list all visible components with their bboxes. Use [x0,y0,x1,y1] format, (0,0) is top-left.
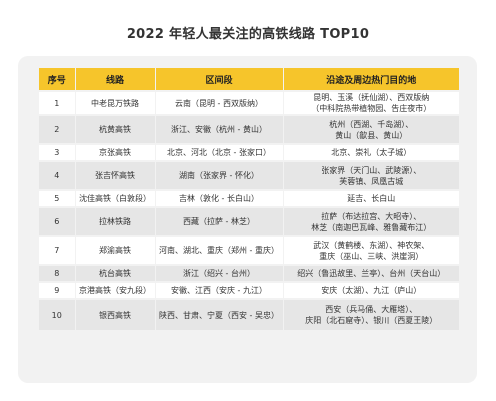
table-row: 8 杭台高铁 浙江（绍兴 - 台州） 绍兴（鲁迅故里、兰亭）、台州（天台山） [39,264,459,282]
table-row: 2 杭黄高铁 浙江、安徽（杭州 - 黄山） 杭州（西湖、千岛湖）、 黄山（歙县、黄山） [39,114,459,144]
destination-line: 武汉（黄鹤楼、东湖）、神农架、 [313,240,430,250]
section-cell: 云南（昆明 - 西双版纳） [155,90,284,115]
section-cell: 西藏（拉萨 - 林芝） [155,206,284,236]
destination-line: 重庆（巫山、三峡、洪崖洞） [319,251,424,261]
line-cell: 张吉怀高铁 [75,160,156,190]
header-line: 线路 [75,68,156,91]
destination-line: 绍兴（鲁迅故里、兰亭）、台州（天台山） [297,269,446,278]
destination-line: （中科院热带植物园、告庄夜市） [311,104,432,113]
destination-line: 西安（兵马俑、大雁塔）、 [325,305,418,314]
section-cell: 湖南（张家界 - 怀化） [155,160,284,190]
line-cell: 京港高铁（安九段） [75,281,156,299]
section-cell: 浙江、安徽（杭州 - 黄山） [155,114,284,144]
line-cell: 中老昆万铁路 [75,90,156,115]
ranking-table: 序号 线路 区间段 沿途及周边热门目的地 1 中老昆万铁路 云南（昆明 - 西双版纳… [39,68,459,330]
destination-line: 安庆（太湖）、九江（庐山） [321,286,422,295]
line-cell: 杭台高铁 [75,264,156,282]
destination-line: 延吉、长白山 [347,194,396,203]
destination-line: 杭州（西湖、千岛湖）、 [329,119,414,129]
rank-cell: 4 [39,160,76,190]
table-row: 1 中老昆万铁路 云南（昆明 - 西双版纳） 昆明、玉溪（抚仙湖）、西双版纳 （中科院热… [39,90,459,115]
line-cell: 郑渝高铁 [75,235,156,265]
destinations-cell: 武汉（黄鹤楼、东湖）、神农架、 重庆（巫山、三峡、洪崖洞） [283,235,459,265]
destinations-cell: 拉萨（布达拉宫、大昭寺）、 林芝（南迦巴瓦峰、雅鲁藏布江） [283,206,459,236]
section-cell: 北京、河北（北京 - 张家口） [155,143,284,161]
table-row: 4 张吉怀高铁 湖南（张家界 - 怀化） 张家界（天门山、武陵源）、 芙蓉镇、凤凰古城 [39,160,459,190]
rank-cell: 2 [39,114,76,144]
destination-line: 黄山（歙县、黄山） [335,130,408,140]
rank-cell: 8 [39,264,76,282]
header-section: 区间段 [155,68,284,91]
rank-cell: 6 [39,206,76,236]
destination-line: 芙蓉镇、凤凰古城 [339,176,404,186]
destinations-cell: 延吉、长白山 [283,189,459,207]
destination-line: 林芝（南迦巴瓦峰、雅鲁藏布江） [311,222,432,232]
table-row: 5 沈佳高铁（白敦段） 吉林（敦化 - 长白山） 延吉、长白山 [39,189,459,207]
table-row: 7 郑渝高铁 河南、湖北、重庆（郑州 - 重庆） 武汉（黄鹤楼、东湖）、神农架、 重庆（… [39,235,459,265]
destinations-cell: 安庆（太湖）、九江（庐山） [283,281,459,299]
section-cell: 陕西、甘肃、宁夏（西安 - 吴忠） [155,298,284,330]
rank-cell: 9 [39,281,76,299]
page-title: 2022 年轻人最关注的高铁线路 TOP10 [126,27,370,42]
destination-line: 拉萨（布达拉宫、大昭寺）、 [321,211,422,221]
section-cell: 吉林（敦化 - 长白山） [155,189,284,207]
header-destinations: 沿途及周边热门目的地 [283,68,459,91]
line-cell: 京张高铁 [75,143,156,161]
destination-line: 庆阳（北石窟寺）、银川（西夏王陵） [305,316,438,325]
rank-cell: 7 [39,235,76,265]
rank-cell: 10 [39,298,76,330]
line-cell: 银西高铁 [75,298,156,330]
table-row: 6 拉林铁路 西藏（拉萨 - 林芝） 拉萨（布达拉宫、大昭寺）、 林芝（南迦巴瓦峰、雅鲁… [39,206,459,236]
table-header-row: 序号 线路 区间段 沿途及周边热门目的地 [39,68,459,91]
table-row: 3 京张高铁 北京、河北（北京 - 张家口） 北京、崇礼（太子城） [39,143,459,161]
table-row: 10 银西高铁 陕西、甘肃、宁夏（西安 - 吴忠） 西安（兵马俑、大雁塔）、 庆阳（北石… [39,298,459,330]
table-row: 9 京港高铁（安九段） 安徽、江西（安庆 - 九江） 安庆（太湖）、九江（庐山） [39,281,459,299]
header-rank: 序号 [39,68,76,91]
section-cell: 河南、湖北、重庆（郑州 - 重庆） [155,235,284,265]
rank-cell: 1 [39,90,76,115]
destinations-cell: 绍兴（鲁迅故里、兰亭）、台州（天台山） [283,264,459,282]
rank-cell: 3 [39,143,76,161]
destination-line: 张家界（天门山、武陵源）、 [321,165,422,175]
destinations-cell: 西安（兵马俑、大雁塔）、庆阳（北石窟寺）、银川（西夏王陵） [283,298,459,330]
rank-cell: 5 [39,189,76,207]
section-cell: 安徽、江西（安庆 - 九江） [155,281,284,299]
line-cell: 杭黄高铁 [75,114,156,144]
destination-line: 昆明、玉溪（抚仙湖）、西双版纳 [313,93,430,102]
destinations-cell: 张家界（天门山、武陵源）、 芙蓉镇、凤凰古城 [283,160,459,190]
destinations-cell: 北京、崇礼（太子城） [283,143,459,161]
destinations-cell: 昆明、玉溪（抚仙湖）、西双版纳 （中科院热带植物园、告庄夜市） [283,90,459,115]
line-cell: 沈佳高铁（白敦段） [75,189,156,207]
destination-line: 北京、崇礼（太子城） [331,148,412,157]
section-cell: 浙江（绍兴 - 台州） [155,264,284,282]
line-cell: 拉林铁路 [75,206,156,236]
destinations-cell: 杭州（西湖、千岛湖）、 黄山（歙县、黄山） [283,114,459,144]
